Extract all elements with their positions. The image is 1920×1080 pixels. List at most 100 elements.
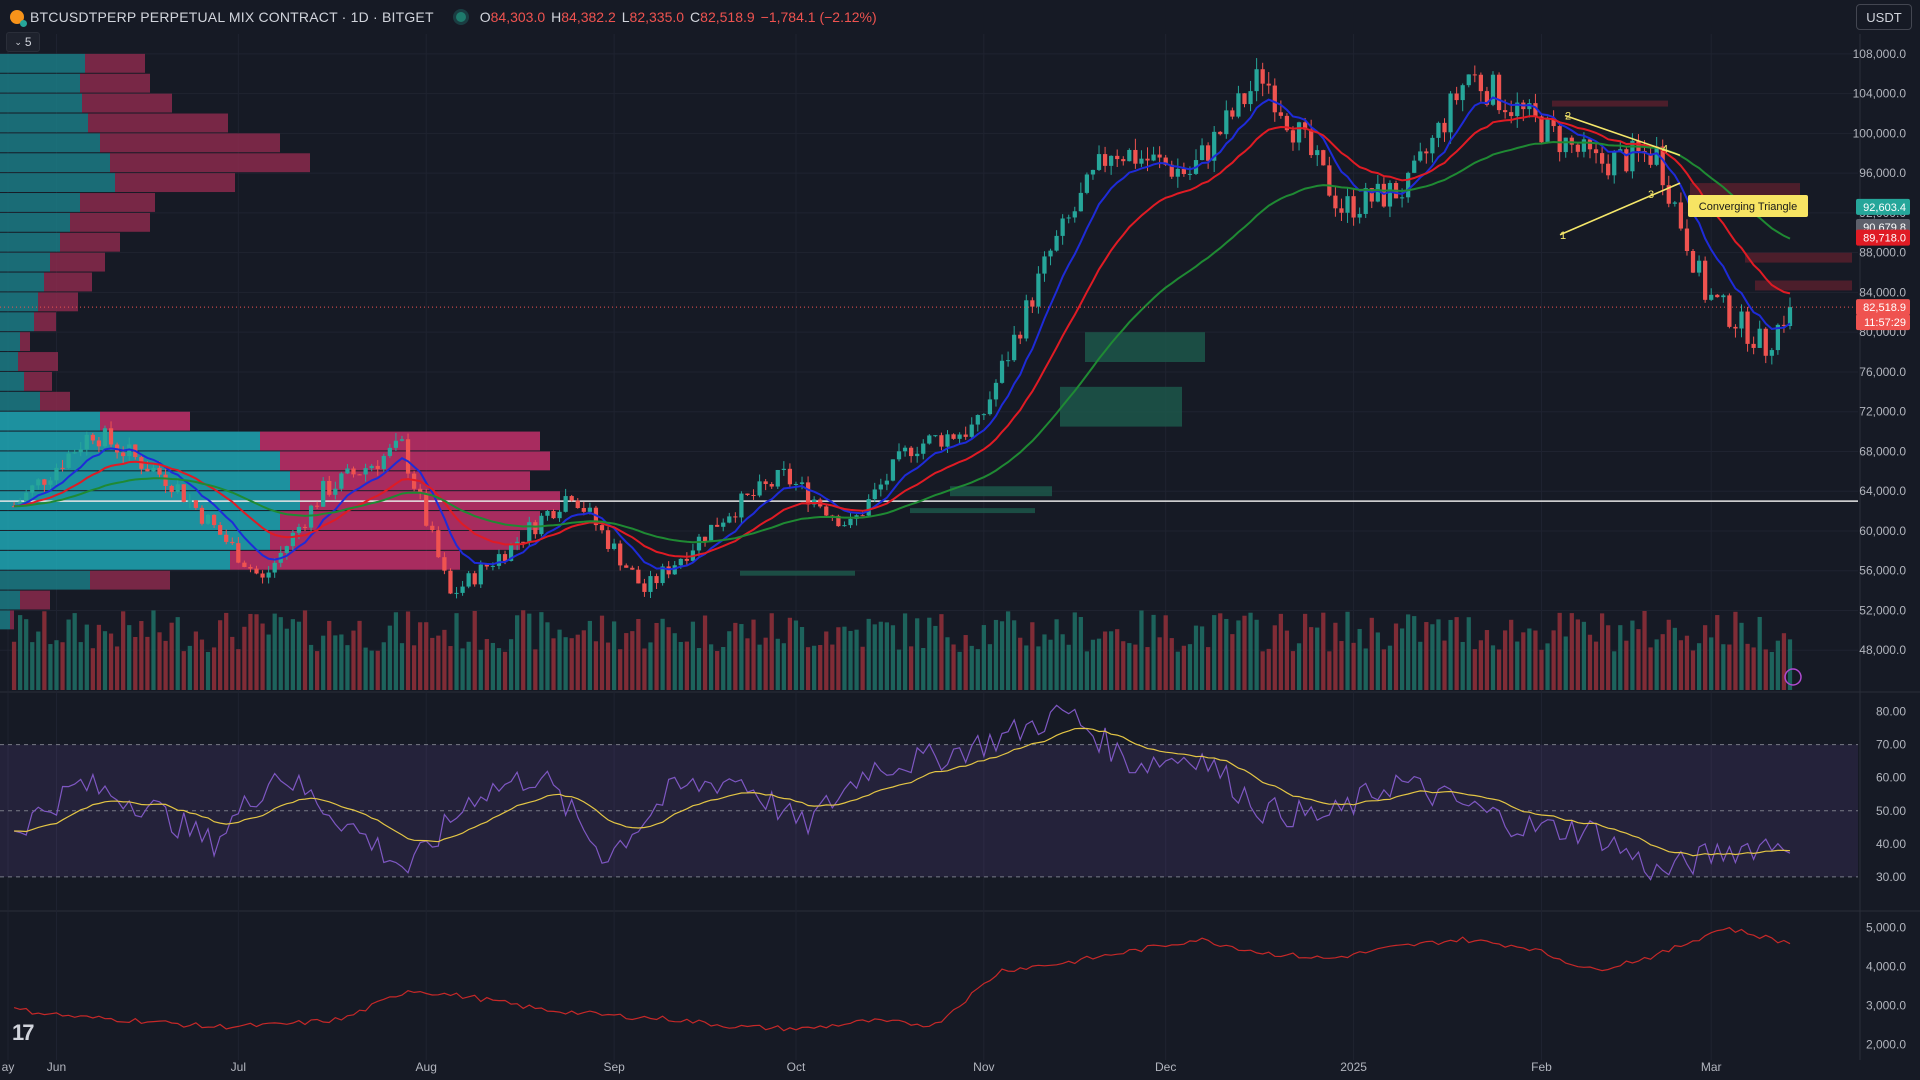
volume-bar [466,641,471,690]
candle-body [1757,328,1762,348]
price-tick-label: 84,000.0 [1859,285,1906,299]
volume-bar [1399,628,1405,690]
currency-button[interactable]: USDT [1856,4,1912,30]
volume-bar [1084,651,1090,690]
candle-body [411,473,417,489]
vp-bar-down [34,312,56,332]
candle-body [1703,260,1708,300]
vp-bar-up [0,610,10,630]
volume-bar [1715,615,1720,690]
candle-body [715,524,720,527]
candle-body [799,482,805,484]
candle-body [502,554,508,561]
volume-bar [1490,645,1496,690]
candle-body [508,543,514,561]
volume-bars [11,610,1793,690]
candle-body [11,506,17,508]
volume-bar [1733,611,1738,690]
triangle-point-label: 1 [1560,230,1566,242]
volume-bar [1090,639,1096,690]
candle-body [399,439,405,441]
candle-body [612,543,617,549]
candle-body [1436,122,1441,138]
volume-bar [981,625,986,690]
volume-bar [290,619,295,690]
volume-bar [387,625,392,690]
candle-body [702,536,708,542]
candle-body [1206,145,1211,161]
volume-bar [1109,631,1114,690]
candle-body [84,434,89,450]
volume-bar [763,637,768,690]
candle-body [557,511,562,519]
candle-body [678,558,683,566]
candle-body [472,573,477,585]
volume-bar [599,615,605,690]
volume-bar [1121,641,1126,690]
volume-bar [624,633,629,690]
candle-body [1666,185,1671,204]
volume-bar [1430,624,1435,690]
volume-bar [490,642,496,690]
close-value: 82,518.9 [700,9,755,25]
symbol-title[interactable]: BTCUSDTPERP PERPETUAL MIX CONTRACT · 1D … [30,9,434,25]
candle-body [1727,295,1732,327]
candle-body [1260,69,1265,84]
candle-body [436,530,441,558]
candle-body [1381,183,1387,207]
candle-body [848,518,853,526]
vp-bar-down [40,391,70,411]
volume-bar [612,621,617,690]
candle-body [1630,140,1635,172]
candle-body [181,484,186,502]
volume-bar [242,626,247,690]
price-tag-label: 92,603.4 [1863,202,1906,214]
candle-body [302,526,308,528]
volume-bar [308,644,314,690]
vp-bar-up [0,570,90,590]
vp-bar-down [38,292,78,312]
vp-bar-up [0,93,82,113]
volume-bar [1339,641,1344,690]
candle-body [563,496,568,512]
volume-bar [187,645,192,690]
candle-body [284,546,289,553]
volume-bar [1393,623,1399,690]
candle-body [1199,145,1205,161]
candle-body [1309,129,1314,156]
vp-bar-up [0,530,270,550]
candle-body [108,428,114,445]
candle-body [393,440,399,448]
volume-bar [18,615,23,690]
volume-bar [1296,643,1302,690]
candle-body [696,536,702,551]
volume-bar [696,648,702,690]
volume-bar [399,643,405,690]
volume-bar [818,645,823,690]
volume-bar [1666,619,1671,690]
candle-body [1509,112,1514,117]
candle-body [1787,307,1793,326]
candle-body [1587,139,1593,150]
candle-body [1654,146,1659,165]
volume-bar [848,630,853,690]
candle-body [1763,328,1768,356]
volume-bar [708,644,714,690]
volume-bar [454,613,459,690]
indicators-toggle-button[interactable]: ⌄ 5 [6,32,40,52]
candle-body [515,541,520,544]
volume-bar [1557,612,1562,690]
candle-body [599,525,605,531]
volume-bar [1351,642,1356,690]
time-tick-label: ay [2,1060,15,1074]
volume-bar [836,627,841,690]
volume-bar [860,646,865,690]
time-tick-label: Aug [416,1060,437,1074]
order-block-zone [910,508,1035,514]
volume-bar [951,644,956,690]
volume-bar [975,649,980,690]
volume-bar [672,633,677,690]
volume-bar [733,622,738,690]
